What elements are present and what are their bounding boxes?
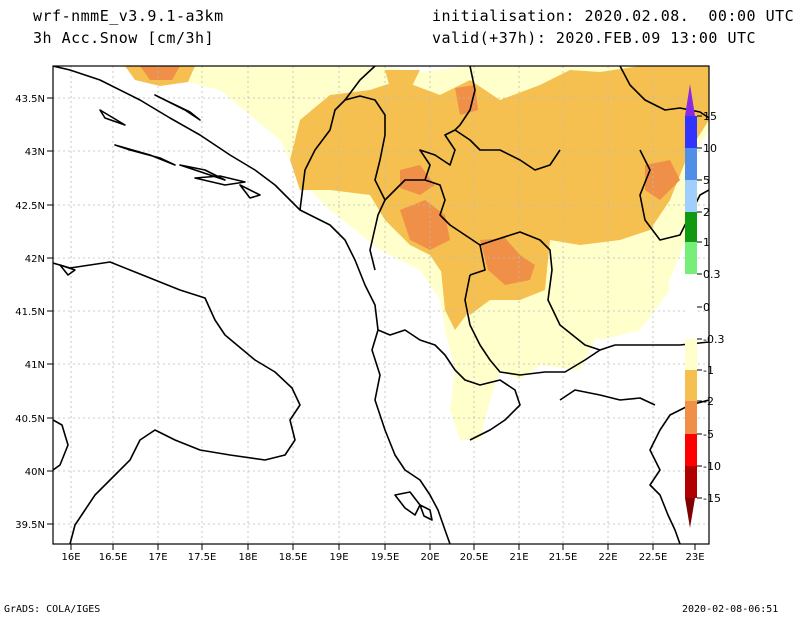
- footer-timestamp: 2020-02-08-06:51: [682, 604, 779, 615]
- snow-field-orange-central: [290, 66, 709, 315]
- lon-label: 22E: [598, 552, 617, 563]
- colorbar-label: 5: [703, 174, 710, 187]
- island-south: [419, 504, 433, 521]
- island-corfu: [394, 491, 421, 516]
- colorbar-segment: [685, 242, 697, 274]
- island-7: [239, 184, 261, 199]
- island-4: [154, 94, 201, 121]
- colorbar-top-arrow: [685, 84, 695, 116]
- island-2: [179, 164, 226, 181]
- colorbar-label: -2: [703, 395, 714, 408]
- colorbar-label: 2: [703, 206, 710, 219]
- lat-label: 42.5N: [15, 201, 45, 212]
- coastlines-borders: [53, 66, 709, 544]
- colorbar-label: 15: [703, 110, 717, 123]
- lat-label: 43.5N: [15, 94, 45, 105]
- colorbar-label: 0: [703, 301, 710, 314]
- snow-fields: [115, 66, 709, 440]
- snow-field-orange-west: [385, 70, 420, 90]
- colorbar-bottom-arrow: [685, 498, 695, 528]
- snow-field-dark-e: [645, 160, 680, 200]
- island-3: [194, 175, 246, 186]
- valid-time: valid(+37h): 2020.FEB.09 13:00 UTC: [432, 29, 757, 47]
- colorbar-segment: [685, 434, 697, 466]
- colorbar-segment: [685, 148, 697, 180]
- snow-field-dark-d: [455, 85, 478, 115]
- island-1: [114, 144, 176, 166]
- colorbar-segment: [685, 401, 697, 434]
- lon-label: 22.5E: [639, 552, 668, 563]
- lon-label: 20.5E: [460, 552, 489, 563]
- model-title: wrf-nmmE_v3.9.1-a3km: [33, 7, 224, 25]
- lon-label: 20E: [420, 552, 439, 563]
- init-time: initialisation: 2020.02.08. 00:00 UTC: [432, 7, 795, 25]
- lon-label: 19E: [329, 552, 348, 563]
- map-grid: [53, 66, 709, 544]
- lon-label: 23E: [685, 552, 704, 563]
- lat-label: 41.5N: [15, 307, 45, 318]
- map-frame: [52, 65, 710, 545]
- snow-field-dark-f: [140, 66, 180, 80]
- lon-label: 17E: [148, 552, 167, 563]
- colorbar: 15 10 5 2 1 0.3 0 -0.3 -1 -2 -5 -10 -15: [685, 84, 724, 528]
- lat-label: 43N: [25, 147, 45, 158]
- border-serbia-bg: [454, 66, 476, 131]
- colorbar-label: -1: [703, 364, 714, 377]
- lon-ticks: [70, 544, 696, 550]
- coastline-adriatic-east: [53, 66, 451, 544]
- colorbar-segment: [685, 180, 697, 212]
- border-north-b: [344, 66, 376, 101]
- colorbar-label: -10: [703, 460, 721, 473]
- coastline-italy: [53, 261, 301, 544]
- field-title: 3h Acc.Snow [cm/3h]: [33, 29, 215, 47]
- colorbar-label: 10: [703, 142, 717, 155]
- island-6: [59, 264, 76, 276]
- lat-label: 41N: [25, 360, 45, 371]
- lon-label: 17.5E: [188, 552, 217, 563]
- lat-label: 42N: [25, 254, 45, 265]
- colorbar-segment: [685, 212, 697, 242]
- lat-label: 39.5N: [15, 520, 45, 531]
- snow-field-dark-c: [480, 238, 535, 285]
- colorbar-label: 0.3: [703, 268, 721, 281]
- border-mk-south: [464, 274, 601, 376]
- lat-labels: 43.5N 43N 42.5N 42N 41.5N 41N 40.5N 40N …: [15, 94, 45, 531]
- colorbar-segment: [685, 370, 697, 401]
- colorbar-label: 1: [703, 236, 710, 249]
- border-ro-bg: [619, 66, 709, 119]
- border-north-a: [299, 95, 386, 271]
- lon-label: 21.5E: [549, 552, 578, 563]
- snow-field-dark-a: [400, 200, 450, 250]
- lon-label: 19.5E: [371, 552, 400, 563]
- island-5: [99, 109, 126, 126]
- colorbar-label: -15: [703, 492, 721, 505]
- colorbar-label: -0.3: [703, 333, 724, 346]
- lon-label: 18E: [238, 552, 257, 563]
- footer-credit: GrADS: COLA/IGES: [4, 604, 101, 615]
- lat-label: 40N: [25, 467, 45, 478]
- colorbar-segment: [685, 116, 697, 148]
- border-greece-albania: [377, 329, 521, 441]
- lat-label: 40.5N: [15, 414, 45, 425]
- lon-label: 21E: [509, 552, 528, 563]
- coastline-greece-chalkidiki: [559, 389, 656, 406]
- lon-label: 16.5E: [99, 552, 128, 563]
- lat-ticks: [47, 97, 53, 525]
- snow-field-orange-south: [440, 260, 470, 330]
- colorbar-segment: [685, 466, 697, 498]
- lon-label: 16E: [61, 552, 80, 563]
- snow-field-pale-east: [555, 230, 670, 340]
- colorbar-segment: [685, 339, 697, 370]
- coastline-greece-east: [649, 399, 709, 544]
- border-mk-bg: [479, 231, 616, 351]
- coastline-italy-south: [53, 419, 69, 471]
- colorbar-label: -5: [703, 428, 714, 441]
- colorbar-segment: [685, 274, 697, 307]
- colorbar-segment: [685, 307, 697, 339]
- border-kosovo: [384, 179, 486, 276]
- lon-labels: 16E 16.5E 17E 17.5E 18E 18.5E 19E 19.5E …: [61, 552, 704, 563]
- lon-label: 18.5E: [279, 552, 308, 563]
